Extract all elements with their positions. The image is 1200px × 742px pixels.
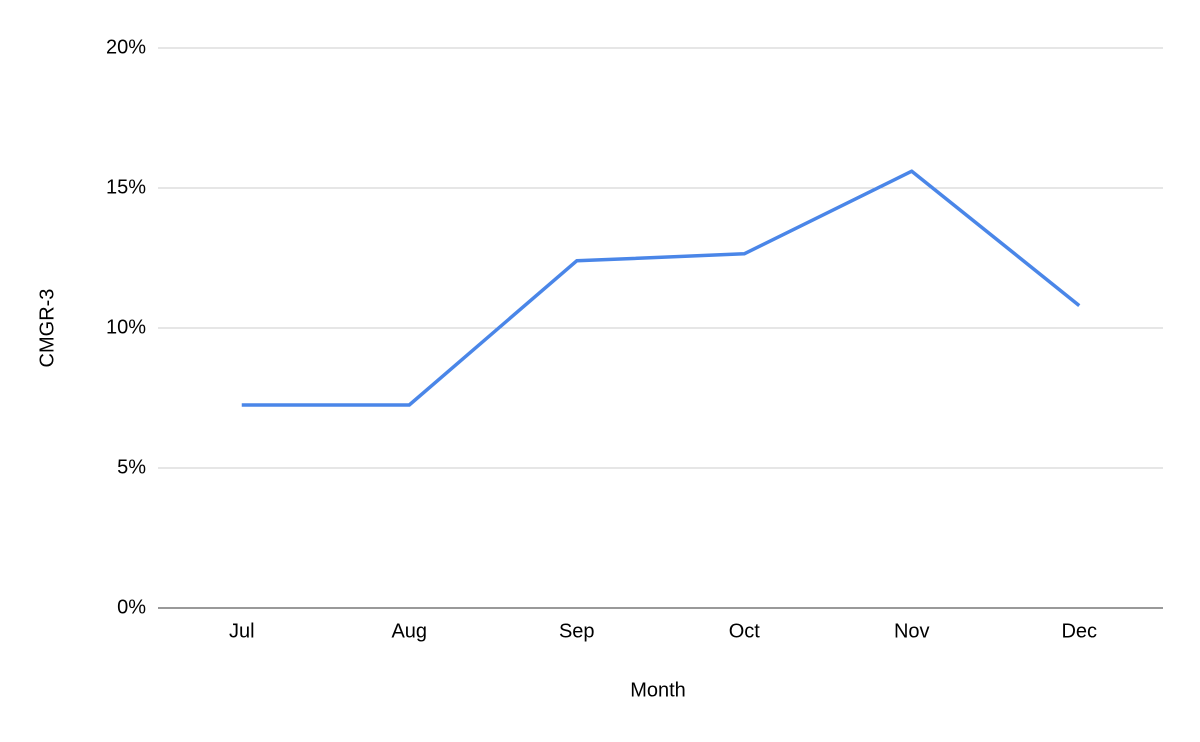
x-tick-label: Sep bbox=[559, 620, 595, 642]
y-tick-label: 20% bbox=[106, 36, 146, 58]
y-tick-label: 0% bbox=[117, 596, 146, 618]
y-tick-label: 5% bbox=[117, 456, 146, 478]
x-tick-label: Jul bbox=[229, 620, 255, 642]
x-tick-label: Nov bbox=[894, 620, 930, 642]
x-tick-label: Dec bbox=[1061, 620, 1097, 642]
y-tick-label: 15% bbox=[106, 176, 146, 198]
y-tick-label: 10% bbox=[106, 316, 146, 338]
x-axis-label: Month bbox=[630, 679, 686, 701]
data-line bbox=[241, 169, 1081, 407]
x-tick-label: Oct bbox=[729, 620, 761, 642]
x-tick-label: Aug bbox=[391, 620, 427, 642]
y-axis-label: CMGR-3 bbox=[36, 289, 58, 368]
